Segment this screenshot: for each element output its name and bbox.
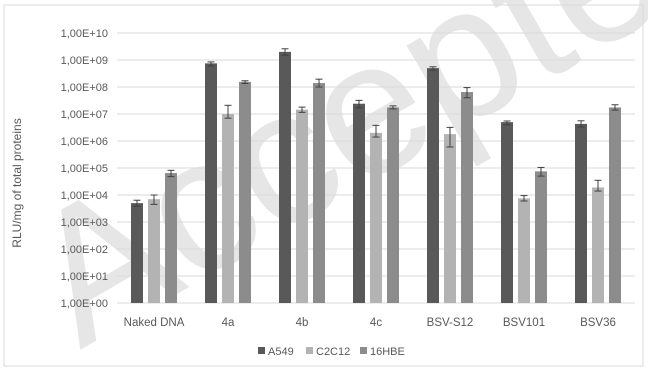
legend-swatch-c2c12: [306, 347, 313, 354]
y-tick-label: 1,00E+05: [61, 163, 108, 175]
y-tick-label: 1,00E+01: [61, 271, 108, 283]
bar-c2c12: [148, 199, 160, 303]
x-category-label: 4b: [296, 317, 309, 329]
legend-swatch-a549: [258, 347, 265, 354]
bar-16hbe: [609, 107, 621, 303]
x-axis-categories: Naked DNA 4a 4b 4c BSV-S12 BSV101 BSV36: [124, 317, 616, 329]
y-tick-label: 1,00E+10: [61, 28, 108, 40]
y-axis-title: RLU/mg of total proteins: [10, 118, 24, 247]
bar-16hbe: [461, 92, 473, 304]
y-tick-label: 1,00E+07: [61, 109, 108, 121]
x-category-label: BSV-S12: [427, 317, 474, 329]
x-category-label: Naked DNA: [124, 317, 185, 329]
y-tick-label: 1,00E+04: [61, 190, 108, 202]
bar-c2c12: [370, 132, 382, 303]
bar-a549: [427, 68, 439, 303]
y-tick-label: 1,00E+06: [61, 136, 108, 148]
bar-a549: [205, 63, 217, 303]
bar-c2c12: [444, 134, 456, 303]
bar-16hbe: [313, 83, 325, 304]
legend-label: 16HBE: [370, 346, 405, 358]
y-tick-label: 1,00E+09: [61, 55, 108, 67]
error-bars: [133, 48, 619, 207]
y-tick-label: 1,00E+08: [61, 82, 108, 94]
legend-label: C2C12: [316, 346, 350, 358]
bar-c2c12: [222, 114, 234, 303]
bar-16hbe: [535, 171, 547, 303]
bar-c2c12: [296, 109, 308, 303]
legend-swatch-16hbe: [360, 347, 367, 354]
y-tick-label: 1,00E+00: [61, 298, 108, 310]
chart-border: [3, 4, 644, 367]
bar-16hbe: [387, 107, 399, 303]
bar-16hbe: [165, 173, 177, 303]
bar-c2c12: [518, 198, 530, 303]
bar-a549: [501, 122, 513, 303]
y-tick-label: 1,00E+03: [61, 217, 108, 229]
x-category-label: 4a: [222, 317, 235, 329]
bar-a549: [279, 51, 291, 303]
y-axis-ticks: 1,00E+00 1,00E+01 1,00E+02 1,00E+03 1,00E+04…: [61, 28, 108, 310]
bar-a549: [353, 103, 365, 303]
bar-a549: [131, 203, 143, 303]
x-category-label: BSV101: [503, 317, 545, 329]
bar-16hbe: [239, 81, 251, 303]
legend: A549 C2C12 16HBE: [258, 346, 405, 358]
bars: [131, 51, 621, 304]
y-tick-label: 1,00E+02: [61, 244, 108, 256]
x-category-label: BSV36: [580, 317, 616, 329]
x-category-label: 4c: [370, 317, 382, 329]
bar-c2c12: [592, 187, 604, 303]
bar-a549: [575, 123, 587, 303]
legend-label: A549: [268, 346, 294, 358]
